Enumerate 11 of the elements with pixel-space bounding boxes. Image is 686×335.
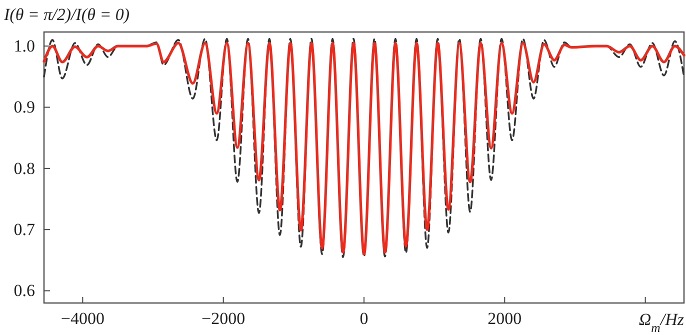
x-tick-label: 2000 [488,309,522,328]
x-axis-title: Ω$_{m}$/Hz [638,310,684,335]
y-tick-label: 0.7 [14,220,36,240]
x-tick-label: −4000 [60,309,104,328]
y-tick-label: 0.6 [14,281,35,300]
y-axis-title: I(θ = π/2)/I(θ = 0) [3,5,130,24]
x-tick-label: −2000 [202,309,246,328]
y-tick-label: 0.8 [14,158,35,178]
y-tick-label: 1.0 [14,36,35,56]
x-tick-label: 0 [360,309,368,328]
y-tick-label: 0.9 [14,98,35,117]
